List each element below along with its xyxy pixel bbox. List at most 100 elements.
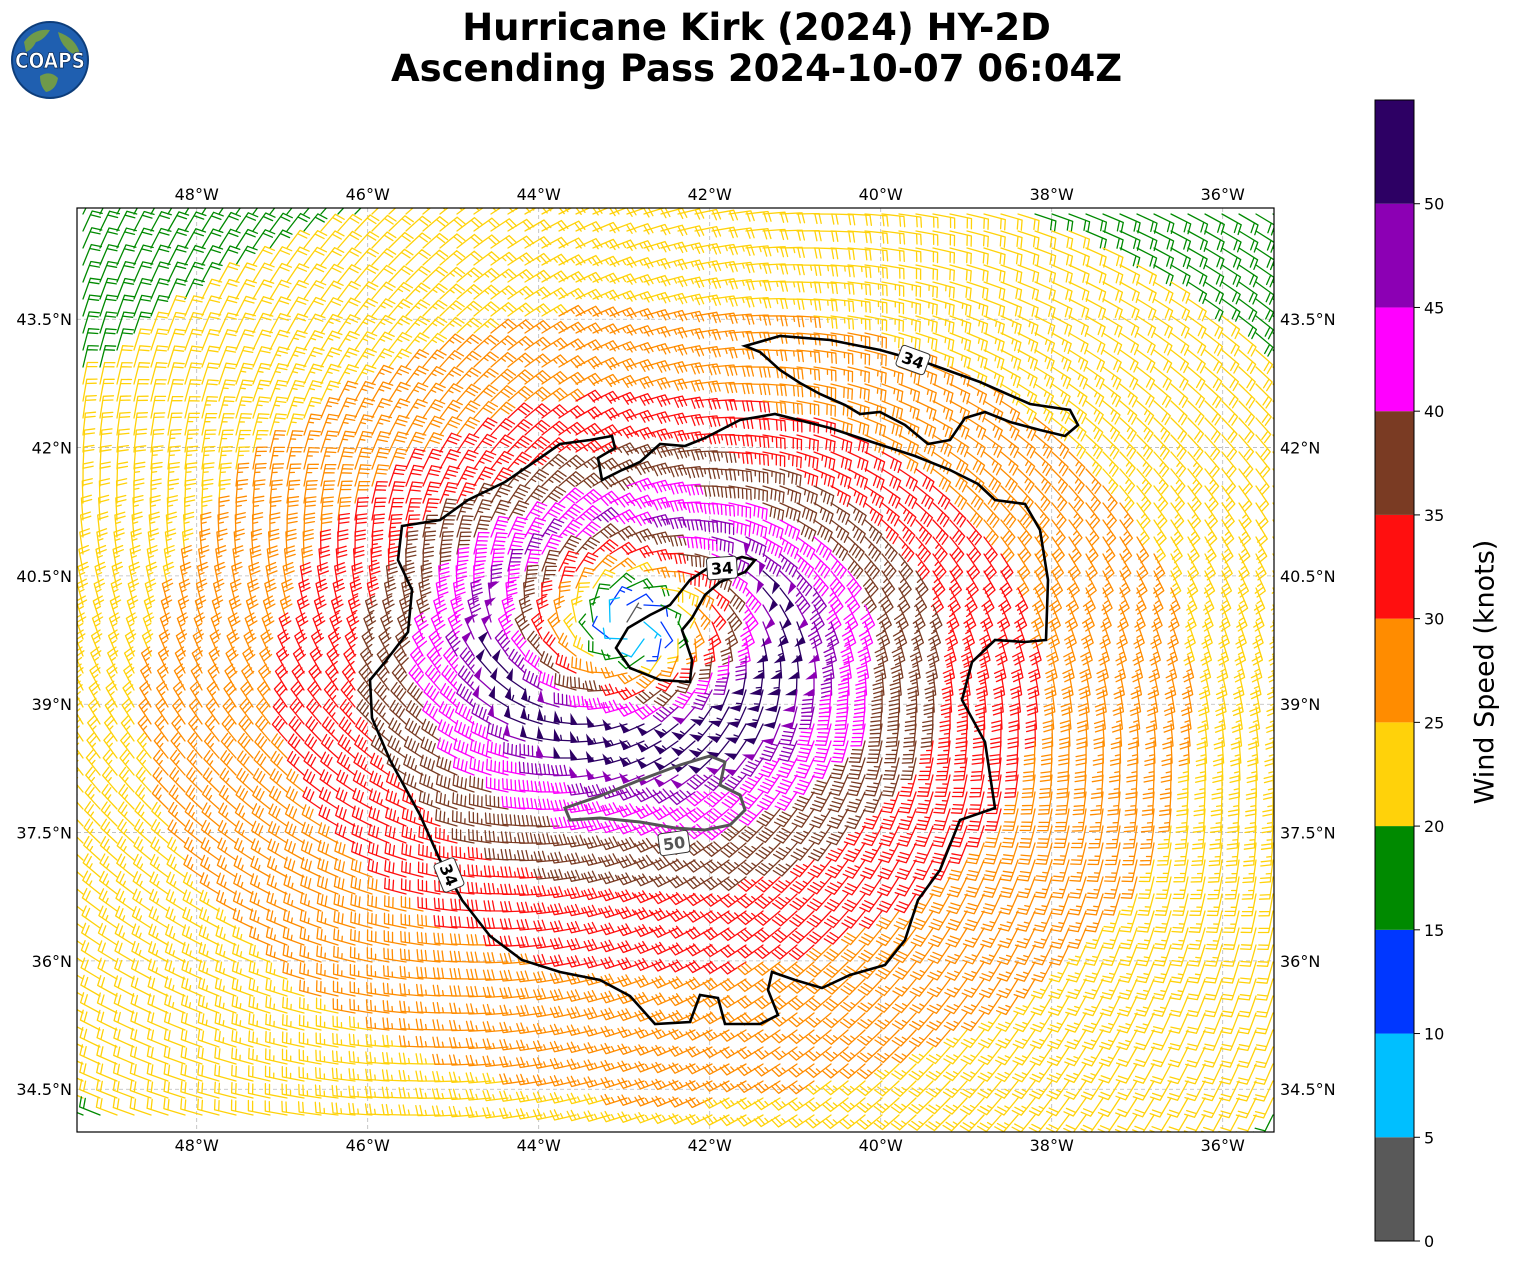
wind-barb	[762, 245, 789, 258]
wind-barb	[150, 211, 172, 232]
wind-barb	[881, 264, 905, 280]
wind-barb	[116, 208, 121, 215]
wind-barb	[949, 247, 972, 265]
colorbar-bins	[1375, 100, 1414, 1241]
wind-barb	[252, 208, 259, 215]
wind-barb	[184, 211, 207, 232]
wind-barb	[252, 229, 276, 249]
wind-barb	[1153, 247, 1175, 269]
wind-barb	[456, 233, 483, 249]
wind-barb	[728, 210, 755, 222]
wind-barb	[983, 213, 1006, 231]
wind-barb	[1017, 213, 1040, 232]
wind-barb	[1000, 213, 1023, 231]
wind-barb	[966, 264, 989, 283]
wind-barb	[286, 246, 310, 266]
wind-barb	[711, 260, 738, 273]
wind-barb	[490, 218, 518, 232]
wind-barb	[422, 249, 449, 266]
wind-barb	[1051, 213, 1074, 233]
wind-barb	[150, 244, 172, 266]
wind-barb	[218, 208, 224, 215]
wind-barb	[745, 245, 772, 257]
wind-barb	[286, 212, 311, 232]
wind-barb	[456, 217, 483, 232]
colorbar-tick-label: 0	[1424, 1232, 1434, 1251]
wind-barb	[592, 238, 620, 251]
wind-barb	[1068, 213, 1091, 233]
wind-barb	[864, 230, 889, 245]
wind-barb	[235, 228, 259, 249]
wind-barb	[1187, 264, 1208, 287]
wind-barb	[473, 217, 501, 232]
wind-barb	[609, 256, 637, 268]
colorbar-bin	[1375, 618, 1414, 723]
wind-barb	[1034, 213, 1057, 232]
wind-barb	[898, 247, 922, 263]
wind-barb	[575, 221, 603, 233]
wind-barb	[507, 218, 535, 232]
wind-barb	[405, 208, 429, 215]
wind-barb	[388, 248, 414, 266]
wind-barb	[966, 213, 990, 230]
wind-barb	[915, 247, 939, 264]
wind-barb	[269, 246, 293, 266]
wind-barb	[439, 233, 466, 249]
wind-barb	[966, 247, 989, 265]
wind-barb	[983, 247, 1006, 266]
wind-barb	[728, 244, 755, 257]
colorbar-bin	[1375, 411, 1414, 515]
wind-barb	[388, 208, 411, 215]
wind-barb	[575, 254, 603, 267]
wind-barb	[932, 264, 955, 282]
wind-barb	[932, 213, 956, 229]
wind-barb	[1000, 264, 1023, 284]
wind-barb	[1238, 264, 1258, 288]
wind-barb	[150, 261, 171, 283]
wind-barb	[881, 247, 905, 263]
wind-barb	[82, 210, 103, 232]
logo-text: COAPS	[15, 49, 85, 73]
wind-barb	[235, 208, 242, 215]
coaps-logo: COAPS	[11, 21, 89, 99]
wind-barb	[99, 208, 104, 215]
wind-barb	[201, 228, 224, 249]
wind-barb	[1034, 230, 1057, 250]
wind-barb	[1221, 213, 1242, 236]
wind-barb	[1085, 213, 1108, 233]
wind-barb	[898, 213, 923, 228]
wind-barb	[1153, 264, 1174, 287]
wind-barb	[1034, 264, 1057, 284]
wind-barb	[82, 243, 103, 266]
wind-barb	[286, 208, 293, 215]
wind-barb	[796, 264, 822, 277]
wind-barb	[677, 225, 705, 237]
wind-barb	[354, 247, 379, 266]
wind-barb	[371, 248, 397, 266]
wind-barb	[320, 208, 328, 215]
colorbar-bin	[1375, 1137, 1414, 1241]
wind-barb	[1085, 230, 1107, 251]
wind-barb	[1051, 247, 1074, 267]
wind-barb	[218, 211, 242, 232]
wind-barb	[694, 225, 722, 238]
wind-barb	[371, 231, 397, 249]
wind-barb	[337, 213, 363, 232]
colorbar-tick-label: 45	[1424, 298, 1444, 317]
colorbar-bin	[1375, 826, 1414, 930]
wind-barb	[847, 264, 872, 279]
wind-barb	[354, 231, 380, 249]
colorbar-tick-label: 25	[1424, 713, 1444, 732]
wind-barb	[184, 228, 207, 249]
wind-barb	[99, 227, 120, 249]
wind-barb	[1221, 230, 1242, 253]
wind-barb	[286, 229, 311, 249]
colorbar-bin	[1375, 722, 1414, 827]
wind-barb	[133, 208, 139, 215]
wind-barbs	[77, 208, 1274, 1132]
wind-barb	[235, 245, 258, 266]
wind-barb	[116, 227, 137, 249]
wind-barb	[82, 227, 103, 249]
wind-barb	[354, 214, 380, 232]
wind-barb	[507, 235, 535, 249]
